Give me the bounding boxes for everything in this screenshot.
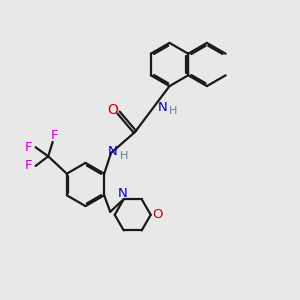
Text: F: F xyxy=(25,159,33,172)
Text: N: N xyxy=(157,101,167,114)
Text: N: N xyxy=(117,187,127,200)
Text: N: N xyxy=(108,145,117,158)
Text: H: H xyxy=(169,106,177,116)
Text: F: F xyxy=(25,141,33,154)
Text: H: H xyxy=(119,151,128,161)
Text: O: O xyxy=(152,208,163,221)
Text: O: O xyxy=(108,103,118,116)
Text: F: F xyxy=(50,129,58,142)
